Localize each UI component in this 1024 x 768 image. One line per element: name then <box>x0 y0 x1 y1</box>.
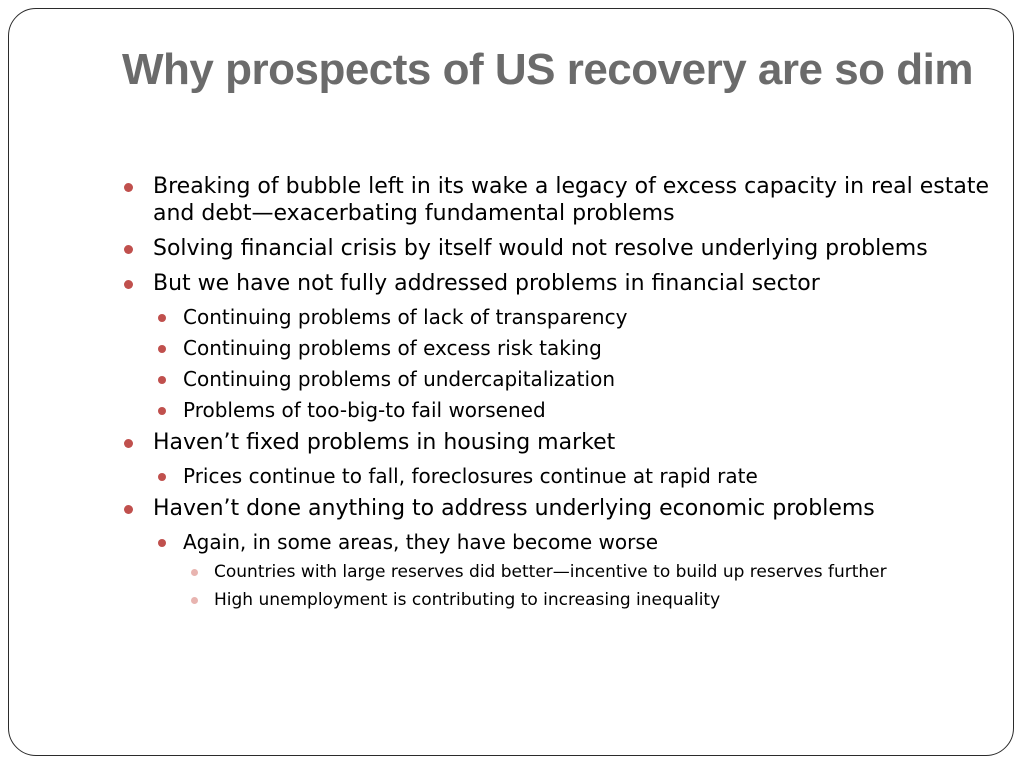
sub-bullet-dot-icon <box>158 539 166 547</box>
sub-sub-bullet-dot-icon <box>191 597 198 604</box>
sub-bullet-text: Problems of too-big-to fail worsened <box>183 398 546 422</box>
sub-bullet-dot-icon <box>158 314 166 322</box>
sub-bullet-dot-icon <box>158 473 166 481</box>
sub-bullet-text: Continuing problems of undercapitalizati… <box>183 367 615 391</box>
sub-bullet-text: Prices continue to fall, foreclosures co… <box>183 464 758 488</box>
slide-title: Why prospects of US recovery are so dim <box>122 45 974 94</box>
sub-bullet-dot-icon <box>158 345 166 353</box>
sub-sub-bullet-text: High unemployment is contributing to inc… <box>214 590 721 610</box>
bullet-text: Breaking of bubble left in its wake a le… <box>153 174 989 226</box>
bullet-text: Haven’t done anything to address underly… <box>153 496 875 521</box>
sub-bullet-item: Problems of too-big-to fail worsened <box>122 398 992 423</box>
bullet-text: But we have not fully addressed problems… <box>153 271 820 296</box>
bullet-dot-icon <box>124 245 133 254</box>
bullet-item: But we have not fully addressed problems… <box>122 270 992 297</box>
sub-sub-bullet-text: Countries with large reserves did better… <box>214 562 887 582</box>
sub-bullet-item: Continuing problems of undercapitalizati… <box>122 367 992 392</box>
sub-sub-bullet-item: High unemployment is contributing to inc… <box>122 589 992 611</box>
sub-bullet-text: Continuing problems of lack of transpare… <box>183 305 628 329</box>
sub-bullet-dot-icon <box>158 376 166 384</box>
sub-sub-bullet-dot-icon <box>191 569 198 576</box>
bullet-item: Solving financial crisis by itself would… <box>122 235 992 262</box>
sub-bullet-item: Continuing problems of lack of transpare… <box>122 305 992 330</box>
bullet-item: Haven’t fixed problems in housing market <box>122 429 992 456</box>
sub-bullet-item: Prices continue to fall, foreclosures co… <box>122 464 992 489</box>
bullet-dot-icon <box>124 439 133 448</box>
bullet-item: Breaking of bubble left in its wake a le… <box>122 173 992 227</box>
bullet-item: Haven’t done anything to address underly… <box>122 495 992 522</box>
bullet-list: Breaking of bubble left in its wake a le… <box>122 173 992 611</box>
sub-sub-bullet-item: Countries with large reserves did better… <box>122 561 992 583</box>
bullet-text: Haven’t fixed problems in housing market <box>153 430 616 455</box>
bullet-dot-icon <box>124 183 133 192</box>
slide-body: Breaking of bubble left in its wake a le… <box>122 173 992 617</box>
sub-bullet-text: Again, in some areas, they have become w… <box>183 530 659 554</box>
sub-bullet-text: Continuing problems of excess risk takin… <box>183 336 602 360</box>
sub-bullet-dot-icon <box>158 407 166 415</box>
sub-bullet-item: Again, in some areas, they have become w… <box>122 530 992 555</box>
bullet-text: Solving financial crisis by itself would… <box>153 236 928 261</box>
sub-bullet-item: Continuing problems of excess risk takin… <box>122 336 992 361</box>
slide-frame: Why prospects of US recovery are so dim … <box>8 8 1014 756</box>
bullet-dot-icon <box>124 280 133 289</box>
bullet-dot-icon <box>124 505 133 514</box>
